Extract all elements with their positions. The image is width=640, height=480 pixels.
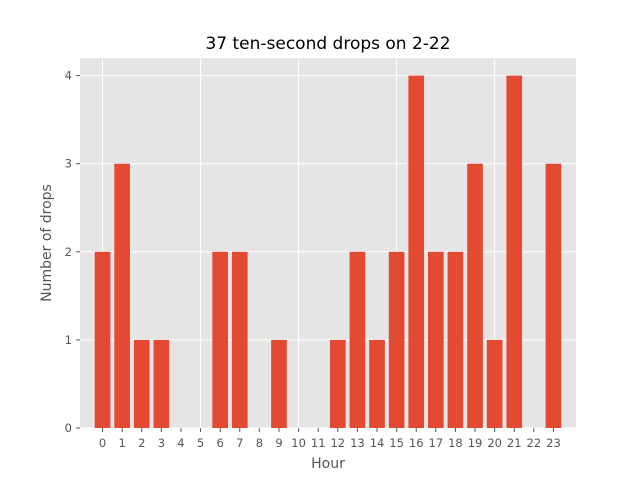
bar-hour-2 <box>133 339 150 428</box>
bar-hour-21 <box>506 75 523 428</box>
bar-hour-15 <box>388 251 405 428</box>
x-tick-label: 23 <box>546 436 561 450</box>
x-tick-label: 10 <box>291 436 306 450</box>
bar-hour-12 <box>329 339 346 428</box>
bar-hour-17 <box>427 251 444 428</box>
x-tick-label: 17 <box>429 436 444 450</box>
x-tick-label: 9 <box>275 436 282 450</box>
x-tick-label: 5 <box>197 436 204 450</box>
bar-hour-18 <box>447 251 464 428</box>
x-tick-label: 18 <box>448 436 463 450</box>
x-tick-label: 2 <box>138 436 145 450</box>
y-tick-label: 3 <box>65 157 72 171</box>
x-tick-label: 4 <box>177 436 184 450</box>
y-tick-label: 4 <box>65 69 72 83</box>
x-axis-label: Hour <box>311 456 345 472</box>
bar-hour-7 <box>231 251 248 428</box>
bar-hour-20 <box>486 339 503 428</box>
x-tick-label: 7 <box>236 436 243 450</box>
x-tick-label: 1 <box>118 436 125 450</box>
y-axis-label: Number of drops <box>39 184 55 302</box>
x-tick-label: 14 <box>370 436 385 450</box>
y-tick-label: 0 <box>65 421 72 435</box>
x-tick-label: 0 <box>99 436 106 450</box>
bar-hour-16 <box>408 75 425 428</box>
x-tick-label: 15 <box>389 436 404 450</box>
y-axis-ticks: 0 1 2 3 4 <box>65 69 80 435</box>
bar-hour-14 <box>369 339 385 428</box>
x-tick-label: 16 <box>409 436 424 450</box>
bar-hour-13 <box>349 251 366 428</box>
bar-hour-0 <box>94 251 111 428</box>
x-tick-label: 21 <box>507 436 522 450</box>
bar-hour-19 <box>467 163 483 428</box>
y-tick-label: 2 <box>65 245 72 259</box>
x-tick-label: 12 <box>330 436 345 450</box>
bars <box>94 75 562 428</box>
x-tick-label: 8 <box>256 436 263 450</box>
x-axis-ticks: 0 1 2 3 4 5 6 7 8 9 10 11 12 13 14 15 16 17 18 19 20 21 22 23 <box>99 428 561 450</box>
x-tick-label: 19 <box>468 436 483 450</box>
x-tick-label: 22 <box>527 436 542 450</box>
x-tick-label: 11 <box>311 436 326 450</box>
bar-hour-3 <box>153 339 170 428</box>
bar-hour-9 <box>271 339 287 428</box>
bar-hour-1 <box>114 163 130 428</box>
bar-hour-6 <box>212 251 229 428</box>
x-tick-label: 20 <box>487 436 502 450</box>
x-tick-label: 13 <box>350 436 365 450</box>
x-tick-label: 3 <box>158 436 165 450</box>
chart-title: 37 ten-second drops on 2-22 <box>205 34 450 54</box>
x-tick-label: 6 <box>217 436 224 450</box>
bar-hour-23 <box>545 163 562 428</box>
y-tick-label: 1 <box>65 333 72 347</box>
